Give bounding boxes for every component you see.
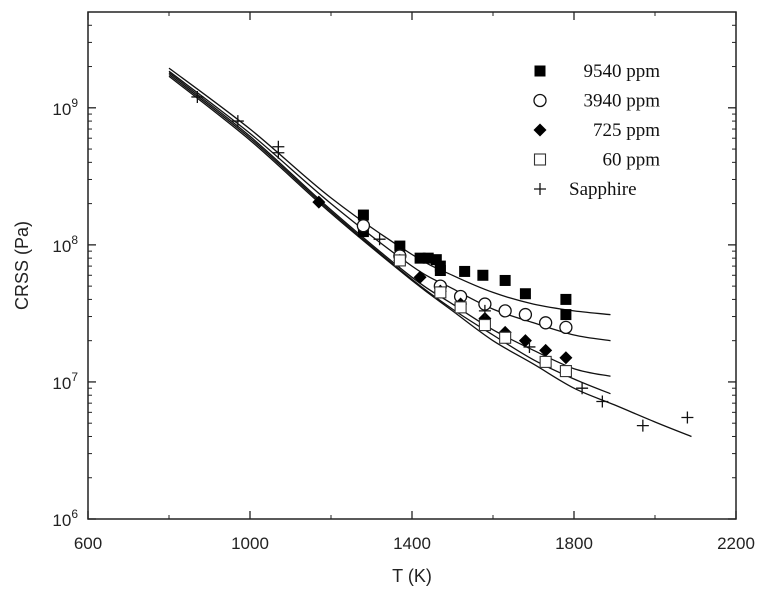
legend-item-sapphire: Sapphire [534, 179, 637, 200]
data-point-9540-ppm [422, 252, 434, 264]
data-point-725-ppm [559, 351, 573, 365]
fit-curve-2 [168, 70, 611, 342]
data-point-9540-ppm [394, 240, 406, 252]
data-point-9540-ppm [434, 265, 446, 277]
data-point-sapphire [191, 90, 204, 103]
legend-marker-9540-ppm [534, 65, 546, 77]
data-points [191, 90, 694, 432]
data-point-60-ppm [559, 365, 572, 378]
legend-marker-60-ppm [533, 153, 547, 166]
data-point-725-ppm [518, 334, 532, 348]
axis-labels: T (K) CRSS (Pa) [12, 221, 432, 586]
series-60-ppm [393, 254, 572, 378]
y-tick-label: 108 [52, 233, 78, 256]
legend: 9540 ppm 3940 ppm 725 ppm 60 ppm Sapphire [533, 61, 660, 200]
x-tick-label: 600 [74, 534, 102, 553]
data-point-sapphire [523, 340, 536, 353]
data-point-3940-ppm [539, 316, 553, 330]
data-point-sapphire [478, 304, 491, 317]
data-point-725-ppm [539, 343, 553, 357]
data-point-60-ppm [478, 319, 491, 332]
legend-item-3940-ppm: 3940 ppm [533, 91, 660, 112]
x-tick-label: 1400 [393, 534, 431, 553]
data-point-3940-ppm [559, 320, 573, 335]
y-tick-label: 109 [52, 96, 78, 119]
x-tick-label: 2200 [717, 534, 755, 553]
data-point-sapphire [576, 382, 589, 395]
data-point-9540-ppm [430, 254, 442, 266]
y-tick-label: 106 [52, 507, 78, 530]
data-point-sapphire [231, 115, 244, 128]
data-point-9540-ppm [459, 265, 471, 277]
axis-ticks: 600 1000 1400 1800 2200 106 107 108 109 [52, 12, 755, 553]
data-point-9540-ppm [414, 252, 426, 264]
legend-label-725-ppm: 725 ppm [593, 120, 660, 141]
data-point-sapphire [596, 395, 609, 408]
data-point-sapphire [681, 411, 694, 424]
legend-marker-sapphire [534, 183, 546, 195]
data-point-60-ppm [454, 301, 467, 314]
fit-curve-3 [168, 72, 611, 377]
data-point-sapphire [272, 146, 285, 159]
legend-label-3940-ppm: 3940 ppm [583, 91, 660, 112]
y-axis-title: CRSS (Pa) [12, 221, 32, 310]
series-sapphire [191, 90, 694, 432]
fit-curve-5 [168, 75, 692, 438]
data-point-9540-ppm [560, 309, 572, 321]
y-tick-label: 107 [52, 370, 78, 393]
data-point-9540-ppm [477, 269, 489, 281]
x-tick-label: 1000 [231, 534, 269, 553]
data-point-9540-ppm [560, 293, 572, 305]
data-point-725-ppm [312, 195, 326, 209]
legend-label-sapphire: Sapphire [569, 179, 637, 200]
legend-item-9540-ppm: 9540 ppm [534, 61, 660, 82]
data-point-60-ppm [434, 286, 447, 299]
data-point-60-ppm [499, 331, 512, 344]
data-point-60-ppm [393, 254, 406, 267]
data-point-725-ppm [413, 270, 427, 284]
data-point-3940-ppm [518, 307, 533, 322]
data-point-9540-ppm [519, 288, 531, 300]
data-point-3940-ppm [498, 304, 512, 318]
data-point-sapphire [636, 419, 649, 432]
data-point-9540-ppm [357, 209, 369, 221]
x-tick-label: 1800 [555, 534, 593, 553]
x-axis-title: T (K) [392, 566, 432, 586]
legend-label-9540-ppm: 9540 ppm [583, 61, 660, 82]
data-point-3940-ppm [356, 219, 371, 233]
legend-marker-3940-ppm [533, 93, 547, 108]
data-point-9540-ppm [499, 274, 511, 286]
legend-item-725-ppm: 725 ppm [533, 120, 660, 141]
series-9540-ppm [357, 209, 572, 321]
legend-item-60-ppm: 60 ppm [533, 150, 660, 171]
legend-marker-725-ppm [533, 123, 547, 137]
data-point-60-ppm [539, 355, 552, 368]
data-point-sapphire [373, 233, 386, 246]
legend-label-60-ppm: 60 ppm [602, 150, 660, 171]
